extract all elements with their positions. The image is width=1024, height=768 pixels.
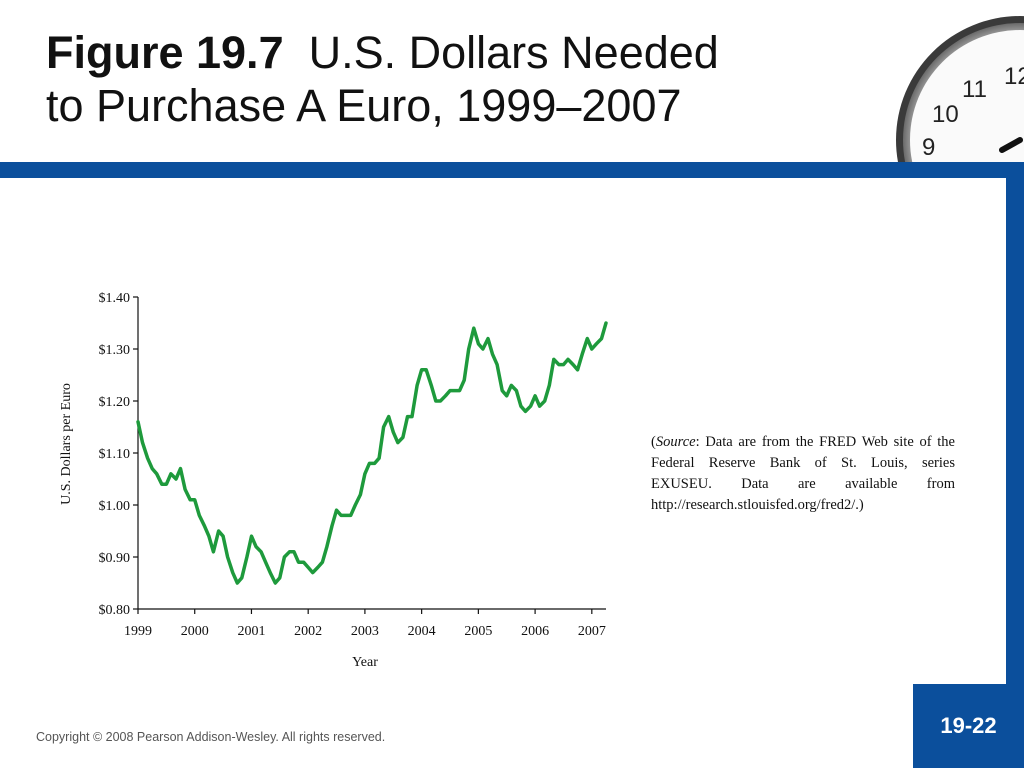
x-tick-label: 1999 (124, 624, 152, 639)
x-tick-label: 2003 (351, 624, 379, 639)
y-tick-label: $1.20 (99, 395, 131, 410)
y-axis: $0.80 $0.90 $1.00 $1.10 $1.20 $1.30 $1.40 (99, 291, 138, 618)
title-text-line-1: U.S. Dollars Needed (308, 27, 719, 78)
x-tick-label: 2007 (578, 624, 606, 639)
slide-title: Figure 19.7 U.S. Dollars Needed to Purch… (46, 26, 719, 132)
clock-numeral-9: 9 (922, 134, 935, 161)
copyright-notice: Copyright © 2008 Pearson Addison-Wesley.… (36, 730, 386, 744)
header-divider-bar (0, 162, 1024, 178)
x-axis-label: Year (352, 655, 378, 670)
page-number-box: 19-22 (913, 684, 1024, 768)
source-note-open-paren: ( (651, 434, 656, 450)
source-text: : Data are from the FRED Web site of the… (651, 434, 955, 513)
clock-hand (999, 137, 1023, 153)
x-tick-label: 2005 (464, 624, 492, 639)
right-edge-bar (1006, 162, 1024, 768)
clock-numeral-11: 11 (962, 76, 987, 103)
source-note: (Source: Data are from the FRED Web site… (651, 432, 955, 516)
clock-face (910, 30, 1024, 162)
x-tick-label: 2001 (237, 624, 265, 639)
y-tick-label: $0.80 (99, 603, 131, 618)
y-tick-label: $1.30 (99, 343, 131, 358)
y-tick-label: $1.10 (99, 447, 131, 462)
clock-numeral-12: 12 (1004, 63, 1024, 90)
title-text-line-2: to Purchase A Euro, 1999–2007 (46, 80, 682, 131)
clock-icon: 12 11 10 9 (896, 16, 1024, 162)
y-tick-label: $0.90 (99, 551, 131, 566)
x-tick-label: 2000 (181, 624, 209, 639)
exchange-rate-chart: $0.80 $0.90 $1.00 $1.10 $1.20 $1.30 $1.40 1999… (59, 291, 608, 670)
page-number: 19-22 (940, 713, 997, 738)
series-line-usd-per-euro (136, 321, 608, 585)
x-axis: 1999 2000 2001 2002 2003 2004 2005 2006 2007 (124, 609, 606, 639)
source-label: Source (655, 434, 696, 450)
x-tick-label: 2002 (294, 624, 322, 639)
figure-label: Figure 19.7 (46, 27, 284, 78)
clock-numeral-10: 10 (932, 101, 959, 128)
y-tick-label: $1.00 (99, 499, 131, 514)
y-axis-label: U.S. Dollars per Euro (59, 383, 74, 505)
x-tick-label: 2006 (521, 624, 549, 639)
x-tick-label: 2004 (408, 624, 436, 639)
title-line-1: Figure 19.7 U.S. Dollars Needed (46, 26, 719, 79)
y-tick-label: $1.40 (99, 291, 131, 306)
clock-image: 12 11 10 9 (880, 0, 1024, 162)
